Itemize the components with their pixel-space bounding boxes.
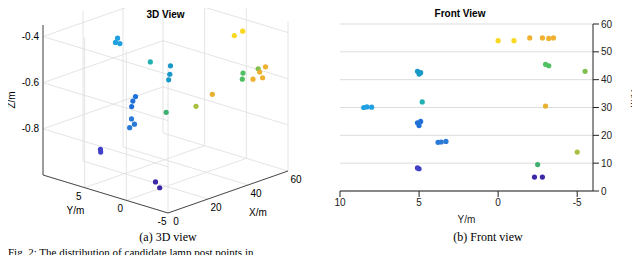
svg-text:-5: -5 [573,197,582,208]
svg-text:20: 20 [601,130,613,141]
svg-text:X/m: X/m [249,207,267,218]
svg-text:5: 5 [416,197,422,208]
svg-text:30: 30 [601,102,613,113]
html-text:Fig. 2: The distribution of ca: Fig. 2: The distribution of candidate la… [8,246,254,258]
svg-text:20: 20 [210,202,222,213]
svg-text:60: 60 [601,19,613,30]
svg-text:40: 40 [250,188,262,199]
html-text:(a) 3D view: (a) 3D view [139,230,197,244]
svg-text:0: 0 [173,216,179,227]
svg-text:X/m: X/m [629,90,632,108]
html-text:(b) Front view: (b) Front view [453,230,523,244]
svg-text:0: 0 [118,203,124,214]
svg-text:0: 0 [601,186,607,197]
svg-text:5: 5 [76,191,82,202]
svg-text:Y/m: Y/m [67,205,85,216]
svg-text:-0.8: -0.8 [22,123,40,134]
svg-text:10: 10 [334,197,346,208]
svg-text:0: 0 [495,197,501,208]
svg-text:50: 50 [601,46,613,57]
html-text:Front View: Front View [434,8,486,19]
svg-text:3D View: 3D View [146,9,184,20]
svg-text:Z/m: Z/m [8,91,17,108]
svg-text:60: 60 [290,174,302,185]
svg-text:Y/m: Y/m [458,214,476,225]
svg-text:10: 10 [601,158,613,169]
svg-text:-0.4: -0.4 [22,31,40,42]
svg-text:-5: -5 [158,216,167,227]
svg-text:40: 40 [601,74,613,85]
svg-text:-0.6: -0.6 [22,77,40,88]
